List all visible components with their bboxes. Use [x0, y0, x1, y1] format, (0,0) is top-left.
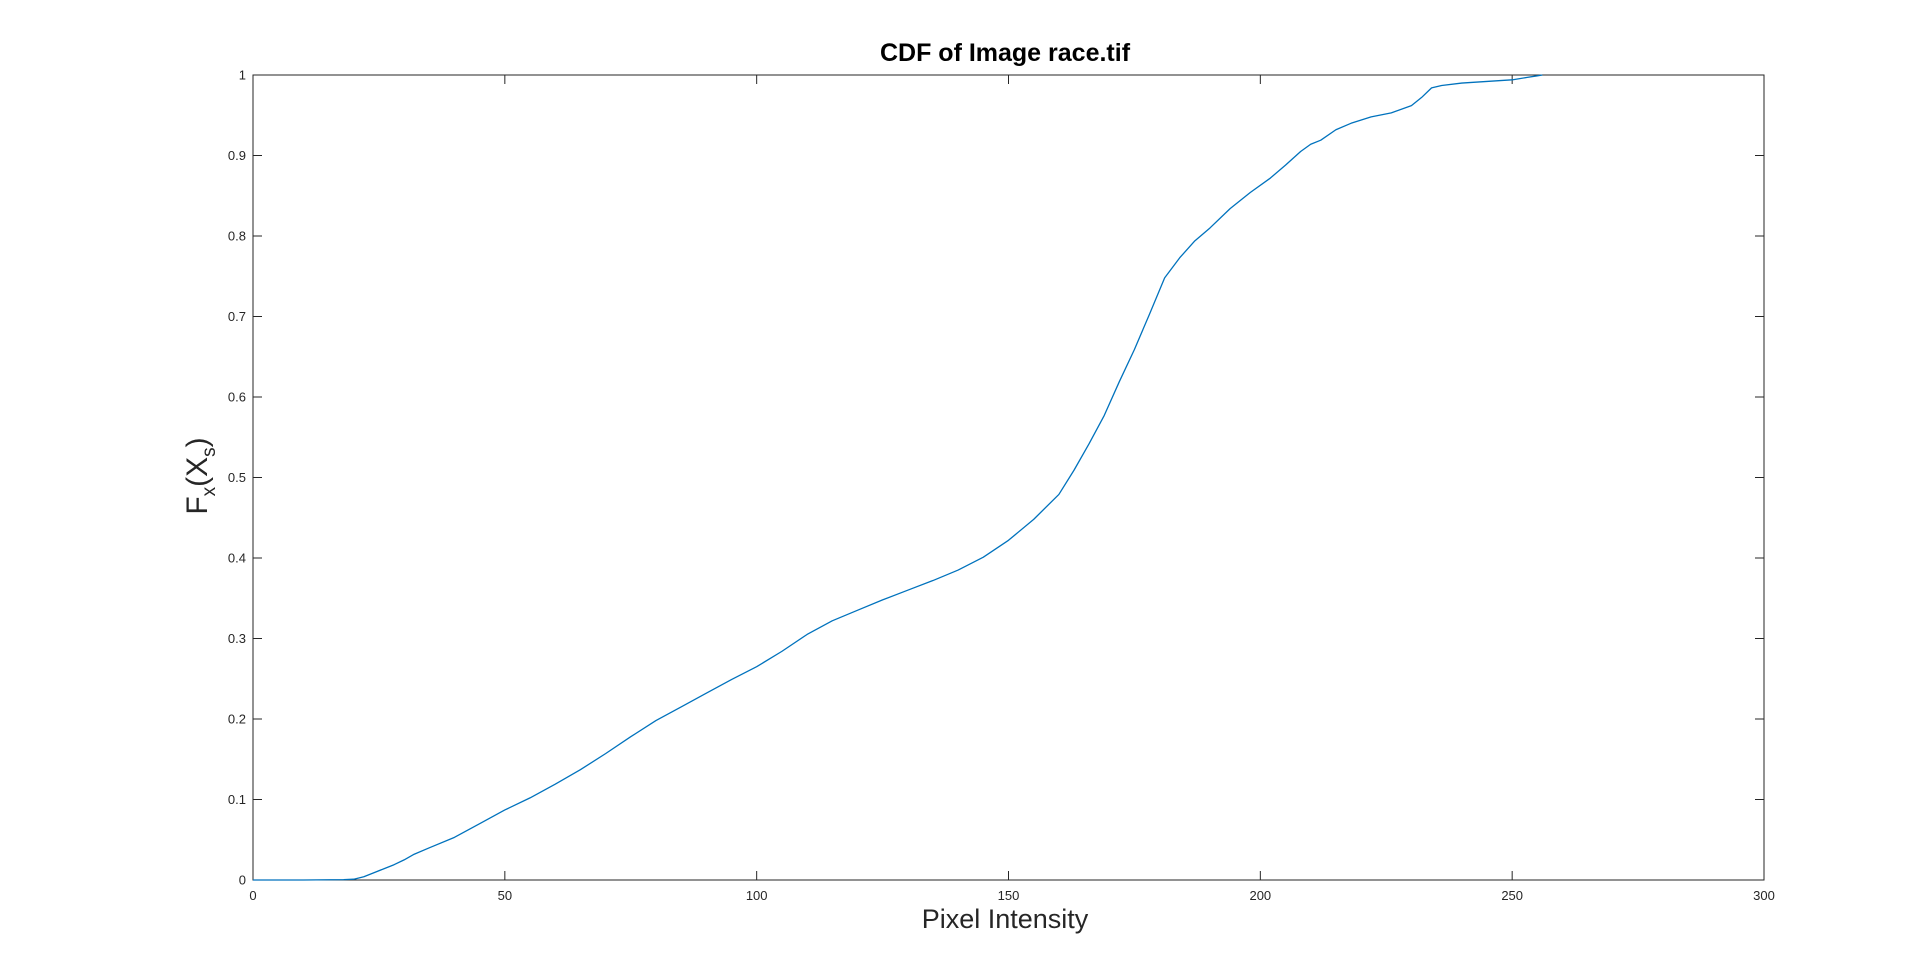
x-tick-label: 50 — [498, 888, 512, 903]
series-line-cdf — [253, 74, 1543, 881]
y-label-sub-s: s — [199, 447, 220, 457]
x-tick-label: 150 — [998, 888, 1020, 903]
y-tick-label: 0.1 — [228, 792, 246, 807]
x-tick-label: 0 — [249, 888, 256, 903]
x-tick-label: 100 — [746, 888, 768, 903]
x-tick-label: 250 — [1501, 888, 1523, 903]
plot-area: 0 50 100 150 200 250 300 0 0.1 0.2 0.3 0.4 0.5 0.6 0.7… — [228, 68, 1775, 904]
y-tick-label: 0.7 — [228, 309, 246, 324]
y-tick-label: 1 — [239, 68, 246, 83]
x-axis-label: Pixel Intensity — [922, 904, 1089, 934]
y-tick-label: 0.4 — [228, 551, 246, 566]
y-tick-label: 0.6 — [228, 390, 246, 405]
y-tick-label: 0.3 — [228, 631, 246, 646]
y-label-close: ) — [181, 437, 214, 447]
y-tick-label: 0.9 — [228, 148, 246, 163]
y-axis-label: Fx(Xs) — [181, 437, 220, 514]
x-tick-label: 200 — [1249, 888, 1271, 903]
chart-title: CDF of Image race.tif — [880, 39, 1131, 67]
y-label-base: F — [181, 496, 214, 514]
y-label-open: (X — [181, 457, 214, 487]
y-tick-label: 0.2 — [228, 712, 246, 727]
y-tick-label: 0.8 — [228, 229, 246, 244]
axes-box — [252, 74, 1765, 881]
y-label-sub-x: x — [199, 486, 220, 496]
svg-text:Fx(Xs): Fx(Xs) — [181, 437, 220, 514]
x-tick-label: 300 — [1753, 888, 1775, 903]
y-tick-label: 0.5 — [228, 470, 246, 485]
y-tick-label: 0 — [239, 873, 246, 888]
